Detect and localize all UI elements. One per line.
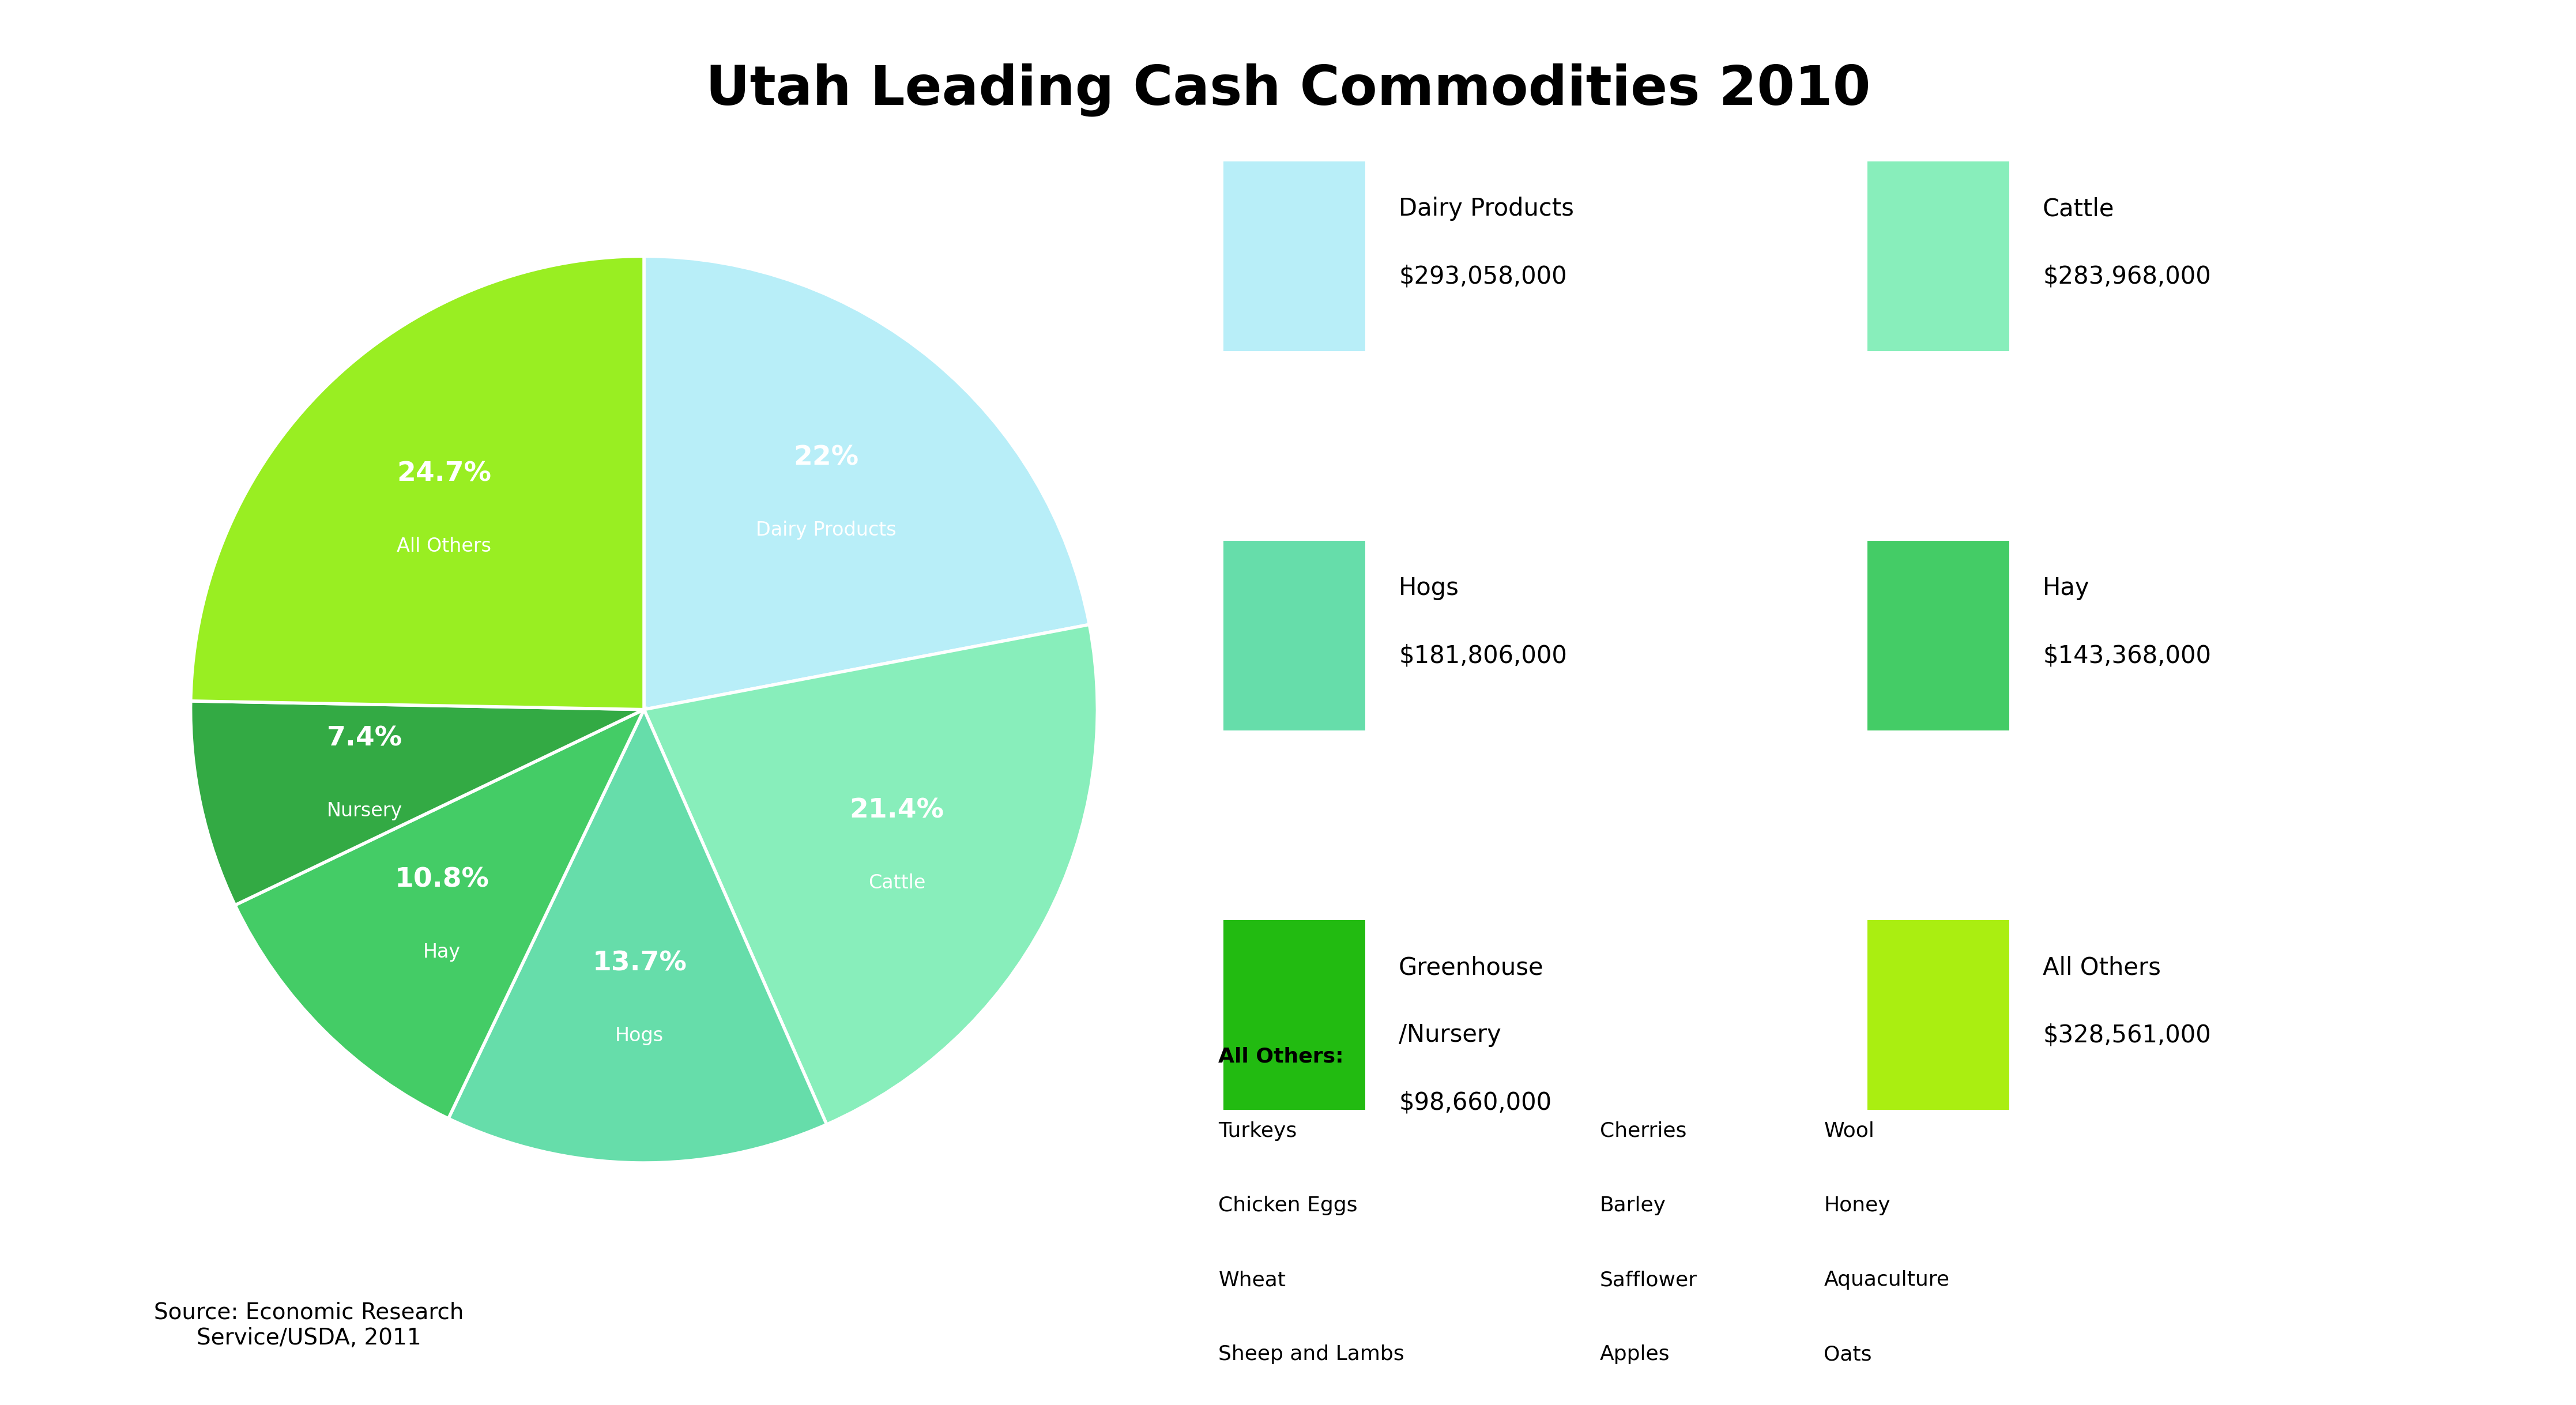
Text: $328,561,000: $328,561,000	[2043, 1023, 2210, 1047]
Text: $283,968,000: $283,968,000	[2043, 264, 2210, 288]
Text: Dairy Products: Dairy Products	[1399, 197, 1574, 221]
Wedge shape	[448, 710, 827, 1163]
Wedge shape	[644, 625, 1097, 1124]
Text: 24.7%: 24.7%	[397, 461, 492, 488]
Text: Aquaculture: Aquaculture	[1824, 1270, 1950, 1290]
Text: Wheat: Wheat	[1218, 1270, 1285, 1290]
Text: Nursery: Nursery	[327, 801, 402, 821]
Wedge shape	[234, 710, 644, 1118]
Text: Utah Leading Cash Commodities 2010: Utah Leading Cash Commodities 2010	[706, 63, 1870, 117]
Text: Cherries: Cherries	[1600, 1121, 1687, 1141]
Text: Dairy Products: Dairy Products	[755, 521, 896, 540]
Text: Source: Economic Research
Service/USDA, 2011: Source: Economic Research Service/USDA, …	[155, 1301, 464, 1349]
Text: Hay: Hay	[422, 943, 461, 962]
Text: 21.4%: 21.4%	[850, 798, 945, 823]
Text: Greenhouse: Greenhouse	[1399, 955, 1543, 979]
Text: Hay: Hay	[2043, 576, 2089, 600]
Wedge shape	[191, 701, 644, 905]
Wedge shape	[644, 256, 1090, 710]
Text: Apples: Apples	[1600, 1345, 1669, 1364]
Text: $181,806,000: $181,806,000	[1399, 643, 1566, 667]
Text: Hogs: Hogs	[1399, 576, 1458, 600]
Wedge shape	[191, 256, 644, 710]
Text: 10.8%: 10.8%	[394, 867, 489, 892]
Text: Barley: Barley	[1600, 1196, 1667, 1215]
Text: Hogs: Hogs	[616, 1027, 665, 1045]
Text: Wool: Wool	[1824, 1121, 1875, 1141]
Text: 7.4%: 7.4%	[327, 725, 402, 752]
Text: $98,660,000: $98,660,000	[1399, 1090, 1551, 1114]
Text: Safflower: Safflower	[1600, 1270, 1698, 1290]
Text: $143,368,000: $143,368,000	[2043, 643, 2210, 667]
Text: /Nursery: /Nursery	[1399, 1023, 1502, 1047]
Text: All Others: All Others	[2043, 955, 2161, 979]
Text: 22%: 22%	[793, 445, 858, 471]
Text: All Others: All Others	[397, 537, 492, 556]
Text: Sheep and Lambs: Sheep and Lambs	[1218, 1345, 1404, 1364]
Text: Turkeys: Turkeys	[1218, 1121, 1296, 1141]
Text: Chicken Eggs: Chicken Eggs	[1218, 1196, 1358, 1215]
Text: 13.7%: 13.7%	[592, 950, 688, 976]
Text: Cattle: Cattle	[2043, 197, 2115, 221]
Text: $293,058,000: $293,058,000	[1399, 264, 1566, 288]
Text: All Others:: All Others:	[1218, 1047, 1345, 1066]
Text: Honey: Honey	[1824, 1196, 1891, 1215]
Text: Cattle: Cattle	[868, 874, 925, 892]
Text: Oats: Oats	[1824, 1345, 1873, 1364]
